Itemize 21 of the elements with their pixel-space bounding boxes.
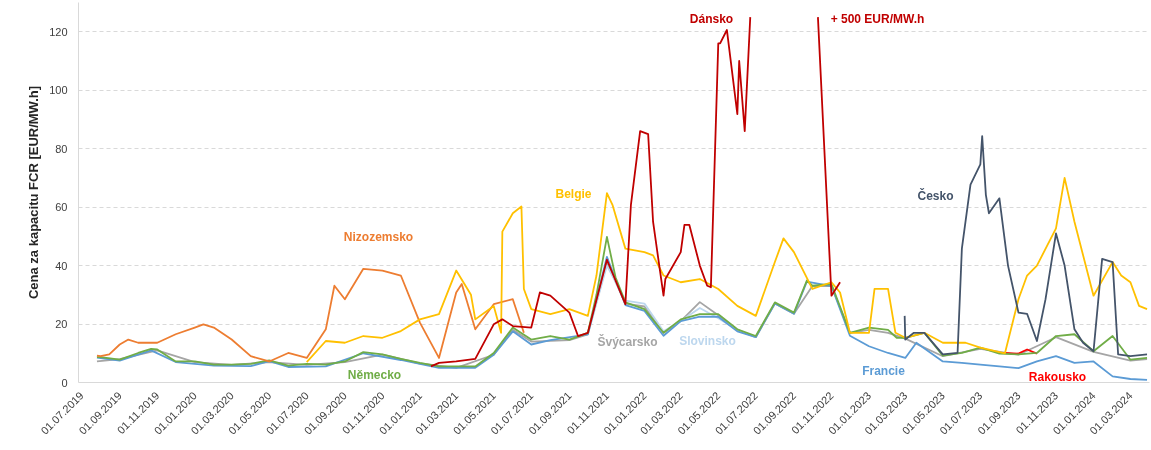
y-tick-label: 20 xyxy=(55,318,68,331)
y-tick-label: 0 xyxy=(61,376,68,389)
y-tick-label: 60 xyxy=(55,201,68,214)
series-label: Německo xyxy=(347,367,402,382)
series-label: Česko xyxy=(917,187,954,203)
text: Nizozemsko xyxy=(343,229,414,244)
series-label: Dánsko xyxy=(689,11,734,26)
y-axis-title: Cena za kapacitu FCR [EUR/MW.h] xyxy=(26,85,42,300)
line-series xyxy=(96,267,525,363)
y-tick-label: 100 xyxy=(49,84,68,97)
line-series xyxy=(305,176,1148,363)
series-label: Francie xyxy=(862,363,906,378)
series-label: Rakousko xyxy=(1028,369,1087,384)
line-series xyxy=(903,135,1148,358)
y-tick-label: 40 xyxy=(55,259,68,272)
annotation: + 500 EUR/MW.h xyxy=(830,11,925,26)
y-tick-label: 80 xyxy=(55,142,68,155)
series-label: Belgie xyxy=(555,186,592,201)
y-tick-label: 120 xyxy=(49,25,68,38)
series-label: Švýcarsko xyxy=(597,333,658,349)
series-label: Slovinsko xyxy=(679,333,736,348)
